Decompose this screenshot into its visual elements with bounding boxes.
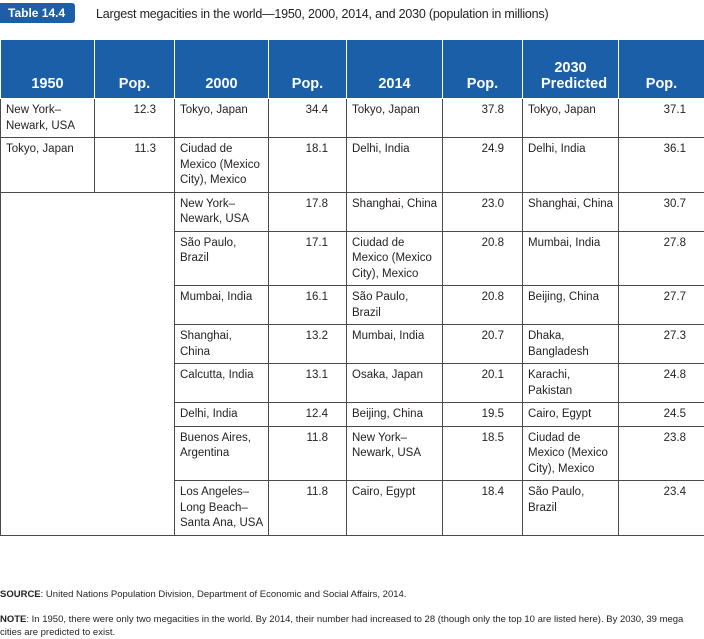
cell-pop-2030: 27.8 [619, 231, 704, 286]
cell-city-2014: Tokyo, Japan [347, 99, 443, 138]
cell-city-2030: Ciudad de Mexico (Mexico City), Mexico [523, 426, 619, 481]
cell-pop-1950: 12.3 [95, 99, 175, 138]
cell-city-2014: Ciudad de Mexico (Mexico City), Mexico [347, 231, 443, 286]
cell-city-2000: Tokyo, Japan [175, 99, 269, 138]
cell-city-2030: Dhaka, Bangladesh [523, 325, 619, 364]
cell-pop-2000: 34.4 [269, 99, 347, 138]
header-pop-2000: Pop. [269, 40, 347, 99]
cell-city-2000: Shanghai, China [175, 325, 269, 364]
header-row: 1950 Pop. 2000 Pop. 2014 Pop. 2030 Predi… [1, 40, 704, 99]
cell-pop-2030: 27.3 [619, 325, 704, 364]
cell-city-2030: Cairo, Egypt [523, 403, 619, 427]
cell-pop-2030: 23.4 [619, 481, 704, 536]
cell-pop-2000: 13.1 [269, 364, 347, 403]
header-2014: 2014 [347, 40, 443, 99]
table-caption: Table 14.4 Largest megacities in the wor… [0, 0, 704, 26]
cell-city-2014: New York–Newark, USA [347, 426, 443, 481]
cell-pop-2014: 24.9 [443, 138, 523, 193]
cell-pop-2014: 23.0 [443, 192, 523, 231]
cell-pop-1950: 11.3 [95, 138, 175, 193]
cell-pop-2000: 17.8 [269, 192, 347, 231]
header-pop-2014: Pop. [443, 40, 523, 99]
cell-city-2000: New York–Newark, USA [175, 192, 269, 231]
cell-city-2014: Cairo, Egypt [347, 481, 443, 536]
cell-city-2030: Mumbai, India [523, 231, 619, 286]
cell-pop-2014: 20.8 [443, 286, 523, 325]
empty-1950-cell [1, 192, 175, 535]
cell-pop-2014: 18.5 [443, 426, 523, 481]
cell-city-2014: Shanghai, China [347, 192, 443, 231]
cell-pop-2030: 24.5 [619, 403, 704, 427]
cell-pop-2000: 11.8 [269, 426, 347, 481]
cell-pop-2014: 20.8 [443, 231, 523, 286]
cell-pop-2000: 11.8 [269, 481, 347, 536]
cell-city-2000: Calcutta, India [175, 364, 269, 403]
cell-city-2030: Karachi, Pakistan [523, 364, 619, 403]
header-1950: 1950 [1, 40, 95, 99]
cell-city-2000: Ciudad de Mexico (Mexico City), Mexico [175, 138, 269, 193]
header-2000: 2000 [175, 40, 269, 99]
cell-city-2000: Los Angeles–Long Beach–Santa Ana, USA [175, 481, 269, 536]
cell-city-2000: Delhi, India [175, 403, 269, 427]
source-label: SOURCE [0, 589, 41, 600]
note-label: NOTE [0, 614, 26, 625]
cell-city-1950: New York–Newark, USA [1, 99, 95, 138]
cell-pop-2000: 13.2 [269, 325, 347, 364]
source-text: : United Nations Population Division, De… [41, 589, 407, 600]
cell-pop-2014: 20.7 [443, 325, 523, 364]
cell-city-2014: Delhi, India [347, 138, 443, 193]
cell-pop-2000: 18.1 [269, 138, 347, 193]
cell-pop-2030: 27.7 [619, 286, 704, 325]
cell-pop-2030: 30.7 [619, 192, 704, 231]
cell-city-2030: Tokyo, Japan [523, 99, 619, 138]
cell-city-2014: Beijing, China [347, 403, 443, 427]
cell-city-2030: São Paulo, Brazil [523, 481, 619, 536]
cell-city-2000: Buenos Aires, Argentina [175, 426, 269, 481]
cell-city-2014: São Paulo, Brazil [347, 286, 443, 325]
cell-city-2000: Mumbai, India [175, 286, 269, 325]
cell-pop-2014: 18.4 [443, 481, 523, 536]
note-text-block: NOTE: In 1950, there were only two megac… [0, 613, 704, 639]
cell-city-1950: Tokyo, Japan [1, 138, 95, 193]
table-number-tag: Table 14.4 [0, 3, 75, 23]
note-text: : In 1950, there were only two megacitie… [0, 614, 683, 638]
cell-pop-2030: 24.8 [619, 364, 704, 403]
header-pop-1950: Pop. [95, 40, 175, 99]
cell-pop-2030: 23.8 [619, 426, 704, 481]
cell-city-2014: Osaka, Japan [347, 364, 443, 403]
cell-pop-2000: 16.1 [269, 286, 347, 325]
cell-city-2000: São Paulo, Brazil [175, 231, 269, 286]
cell-city-2030: Shanghai, China [523, 192, 619, 231]
cell-pop-2030: 37.1 [619, 99, 704, 138]
cell-pop-2014: 37.8 [443, 99, 523, 138]
cell-pop-2030: 36.1 [619, 138, 704, 193]
cell-city-2030: Beijing, China [523, 286, 619, 325]
cell-city-2014: Mumbai, India [347, 325, 443, 364]
cell-pop-2000: 17.1 [269, 231, 347, 286]
table-title: Largest megacities in the world—1950, 20… [96, 6, 548, 22]
header-pop-2030: Pop. [619, 40, 704, 99]
source-note: SOURCE: United Nations Population Divisi… [0, 588, 704, 601]
cell-pop-2014: 20.1 [443, 364, 523, 403]
header-2030: 2030 Predicted [523, 40, 619, 99]
cell-city-2030: Delhi, India [523, 138, 619, 193]
cell-pop-2014: 19.5 [443, 403, 523, 427]
megacities-table: 1950 Pop. 2000 Pop. 2014 Pop. 2030 Predi… [0, 39, 704, 536]
cell-pop-2000: 12.4 [269, 403, 347, 427]
